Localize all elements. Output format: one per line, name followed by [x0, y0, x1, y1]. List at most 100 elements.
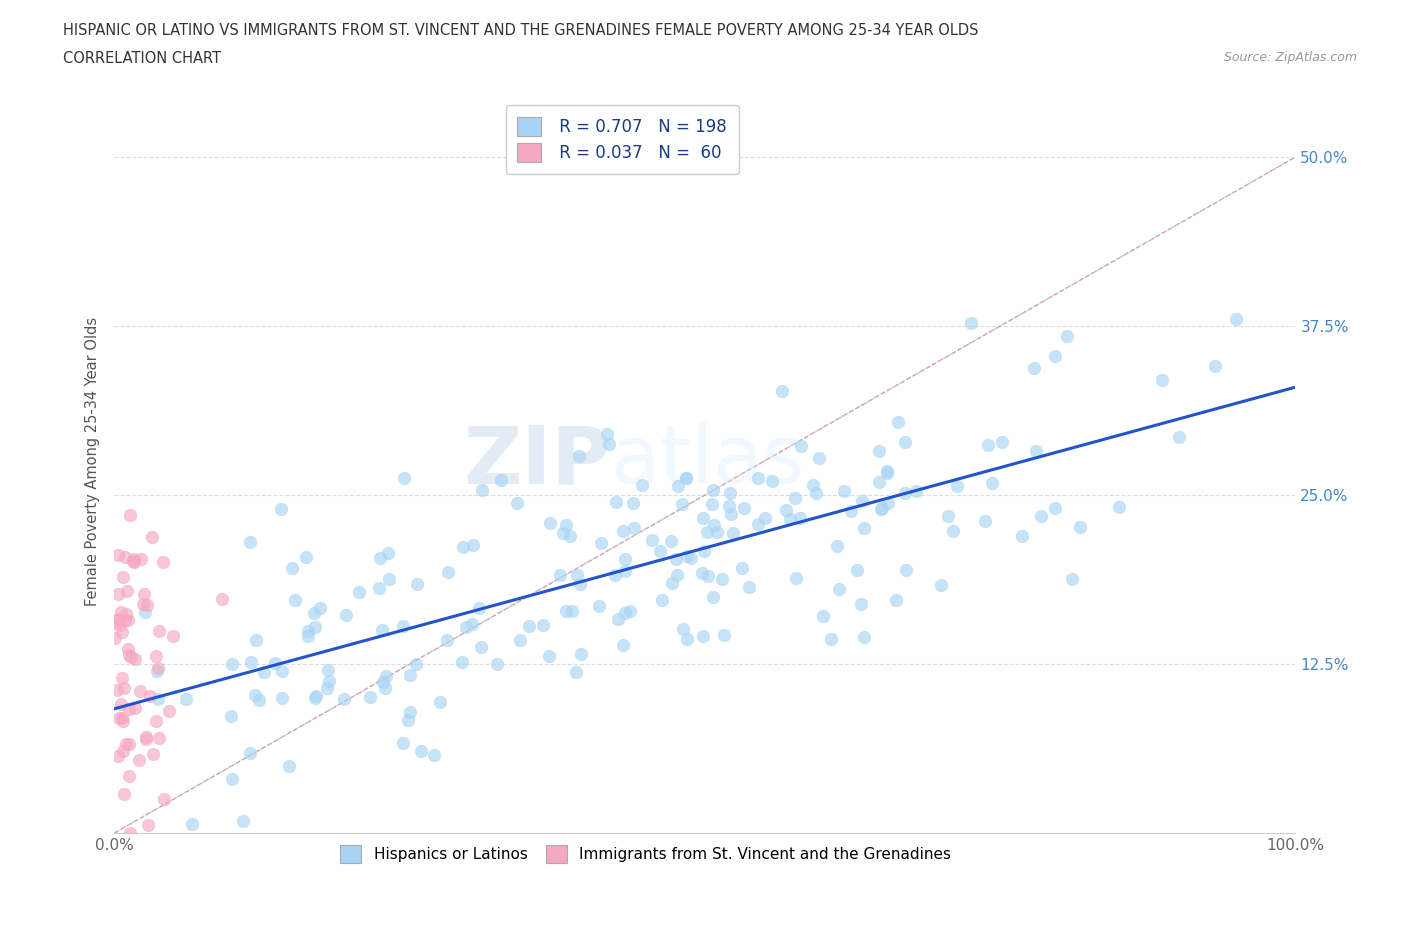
Point [245, 687, 267, 702]
Point [548, 567, 571, 582]
Point [374, 669, 396, 684]
Point [295, 550, 318, 565]
Point [665, 552, 688, 567]
Point [1150, 373, 1173, 388]
Point [806, 486, 828, 501]
Point [247, 693, 270, 708]
Point [1025, 444, 1047, 458]
Point [846, 563, 869, 578]
Point [132, 596, 155, 611]
Point [453, 539, 475, 554]
Point [733, 500, 755, 515]
Point [239, 535, 262, 550]
Point [1011, 529, 1033, 544]
Point [905, 484, 928, 498]
Point [538, 648, 561, 663]
Point [115, 584, 138, 599]
Point [284, 592, 307, 607]
Point [839, 504, 862, 519]
Point [153, 791, 176, 806]
Point [124, 555, 146, 570]
Point [110, 604, 132, 619]
Point [110, 697, 132, 711]
Point [702, 590, 724, 604]
Point [561, 604, 583, 618]
Point [232, 814, 254, 829]
Point [423, 747, 446, 762]
Point [118, 768, 141, 783]
Point [108, 711, 131, 725]
Point [107, 587, 129, 602]
Point [129, 684, 152, 698]
Point [1056, 328, 1078, 343]
Point [146, 664, 169, 679]
Point [359, 690, 381, 705]
Text: CORRELATION CHART: CORRELATION CHART [63, 51, 221, 66]
Point [1167, 430, 1189, 445]
Point [1225, 312, 1247, 326]
Point [555, 604, 578, 618]
Point [367, 581, 389, 596]
Point [852, 521, 875, 536]
Point [870, 502, 893, 517]
Point [373, 675, 395, 690]
Point [162, 629, 184, 644]
Point [676, 549, 699, 564]
Point [347, 584, 370, 599]
Point [221, 657, 243, 671]
Point [318, 674, 340, 689]
Point [761, 473, 783, 488]
Point [114, 613, 136, 628]
Point [302, 605, 325, 620]
Point [852, 630, 875, 644]
Point [399, 704, 422, 719]
Point [718, 499, 741, 514]
Point [152, 554, 174, 569]
Point [124, 651, 146, 666]
Point [335, 607, 357, 622]
Point [671, 497, 693, 512]
Point [111, 711, 134, 725]
Point [567, 568, 589, 583]
Point [270, 501, 292, 516]
Text: Source: ZipAtlas.com: Source: ZipAtlas.com [1223, 51, 1357, 64]
Point [973, 513, 995, 528]
Y-axis label: Female Poverty Among 25-34 Year Olds: Female Poverty Among 25-34 Year Olds [86, 317, 100, 605]
Point [569, 647, 592, 662]
Point [696, 525, 718, 539]
Point [1043, 500, 1066, 515]
Point [305, 688, 328, 703]
Point [894, 434, 917, 449]
Point [316, 662, 339, 677]
Point [118, 737, 141, 751]
Point [304, 619, 326, 634]
Point [692, 511, 714, 525]
Point [630, 478, 652, 493]
Point [122, 553, 145, 568]
Point [612, 638, 634, 653]
Text: ZIP: ZIP [463, 422, 610, 500]
Point [148, 660, 170, 675]
Point [108, 618, 131, 632]
Point [692, 629, 714, 644]
Point [120, 508, 142, 523]
Point [115, 737, 138, 751]
Point [868, 474, 890, 489]
Point [461, 538, 484, 552]
Point [136, 597, 159, 612]
Point [991, 434, 1014, 449]
Point [1045, 349, 1067, 364]
Point [470, 640, 492, 655]
Point [775, 502, 797, 517]
Text: HISPANIC OR LATINO VS IMMIGRANTS FROM ST. VINCENT AND THE GRENADINES FEMALE POVE: HISPANIC OR LATINO VS IMMIGRANTS FROM ST… [63, 23, 979, 38]
Point [117, 642, 139, 657]
Point [832, 484, 855, 498]
Point [1204, 358, 1226, 373]
Point [221, 771, 243, 786]
Point [104, 631, 127, 645]
Point [111, 624, 134, 639]
Point [851, 596, 873, 611]
Point [105, 683, 128, 698]
Point [333, 692, 356, 707]
Point [876, 465, 898, 480]
